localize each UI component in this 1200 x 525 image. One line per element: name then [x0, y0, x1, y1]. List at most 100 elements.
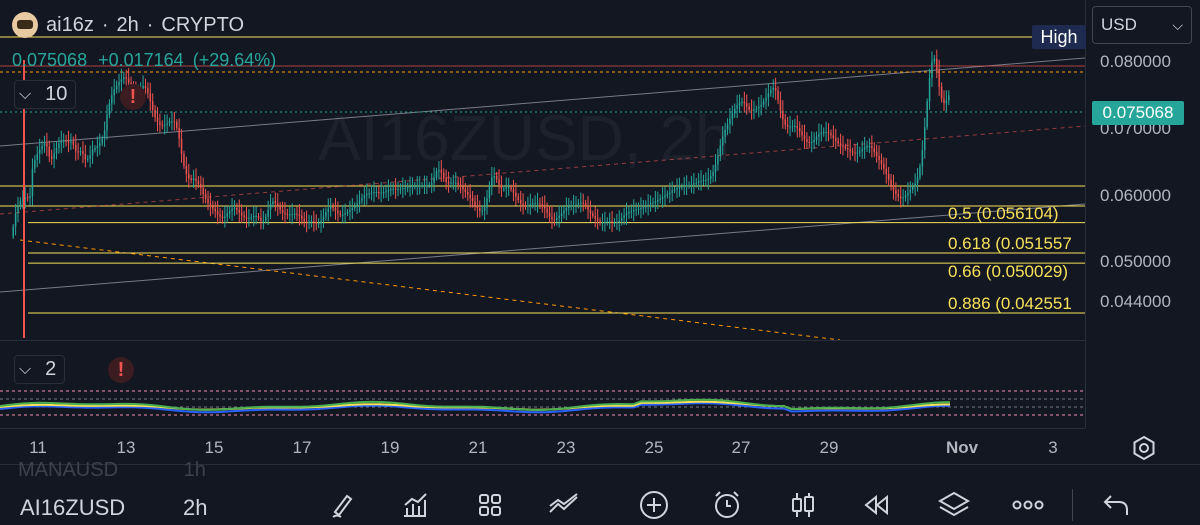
candle-body [264, 216, 267, 221]
candle-body [115, 85, 118, 90]
add-button[interactable] [636, 487, 672, 523]
chart-settings-button[interactable] [1130, 434, 1158, 467]
candle-body [82, 151, 84, 154]
candle-body [409, 186, 411, 188]
replay-button[interactable] [858, 487, 894, 523]
main-chart-pane[interactable]: AI16ZUSD, 2h ai16z · 2h · CRYPTO 0.07506… [0, 0, 1085, 340]
price-tick-label: 0.060000 [1100, 185, 1171, 205]
candle-body [604, 222, 606, 223]
candle-body [421, 185, 423, 187]
candle-body [255, 216, 257, 217]
time-tick-label: 27 [731, 438, 751, 457]
candle-body [260, 218, 262, 221]
more-button[interactable] [1010, 487, 1046, 523]
indicators-toggle[interactable]: ⌵ 10 [14, 80, 77, 109]
candle-body [486, 198, 488, 208]
candle-body [921, 150, 924, 167]
compare-button[interactable] [546, 487, 582, 523]
currency-select[interactable]: USD ⌵ [1092, 6, 1192, 44]
error-alert-icon[interactable]: ! [108, 357, 134, 383]
candle-body [596, 218, 599, 221]
candle-body [753, 110, 755, 111]
chart-type-button[interactable] [785, 487, 821, 523]
layouts-button[interactable] [472, 487, 508, 523]
candle-body [649, 203, 652, 205]
candle-body [467, 192, 469, 195]
candle-body [945, 100, 948, 104]
candle-body [48, 146, 51, 157]
candle-body [392, 188, 394, 190]
candle-body [94, 148, 96, 150]
candle-body [697, 181, 700, 183]
candle-body [926, 101, 928, 128]
high-label: High [1032, 25, 1086, 49]
candle-body [565, 208, 568, 211]
candle-body [450, 182, 452, 184]
candle-body [907, 192, 909, 196]
candle-body [34, 160, 36, 169]
candle-body [207, 198, 209, 204]
candle-body [262, 220, 265, 222]
candle-body [645, 206, 647, 208]
object-tree-button[interactable] [936, 487, 972, 523]
candle-body [29, 196, 31, 198]
time-tick-label: 21 [468, 438, 488, 457]
time-axis[interactable]: 11 13 15 17 19 21 23 25 27 29 Nov 3 [0, 428, 1085, 465]
pen-icon [332, 494, 353, 518]
candle-body [226, 213, 229, 217]
candle-body [154, 110, 156, 118]
symbol-legend[interactable]: ai16z · 2h · CRYPTO [12, 12, 244, 38]
candle-body [168, 121, 171, 124]
candle-body [411, 186, 414, 187]
candle-body [808, 142, 811, 143]
error-alert-icon[interactable]: ! [120, 84, 146, 110]
candle-body [459, 184, 462, 187]
time-tick-label: 15 [204, 438, 224, 457]
oscillator-pane[interactable]: ⌵ 2 ! [0, 340, 1085, 429]
symbol-button[interactable]: AI16ZUSD [20, 495, 126, 520]
candle-body [933, 58, 936, 62]
price-axis[interactable]: 0.080000 0.070000 0.060000 0.050000 0.044000 [1085, 0, 1200, 428]
candle-body [269, 204, 272, 210]
indicators-button[interactable] [397, 487, 433, 523]
time-tick-label: Nov [945, 438, 979, 457]
candle-body [159, 122, 161, 125]
oscillator-toggle[interactable]: ⌵ 2 [14, 355, 66, 384]
candle-body [616, 222, 618, 223]
candle-body [851, 151, 854, 153]
interval-button[interactable]: 2h [183, 495, 208, 520]
candle-body [185, 166, 188, 174]
candle-body [606, 221, 609, 223]
candle-body [363, 195, 366, 198]
candle-body [50, 156, 53, 159]
candle-body [204, 194, 207, 199]
candle-body [560, 213, 563, 216]
candle-body [209, 203, 212, 207]
candle-body [418, 185, 421, 187]
currency-label: USD [1101, 15, 1137, 34]
drawing-tools-button[interactable] [324, 487, 360, 523]
time-tick-label: 17 [292, 438, 312, 457]
candle-body [197, 180, 200, 184]
undo-button[interactable] [1098, 487, 1134, 523]
channel-top-line [0, 57, 1085, 147]
candle-body [777, 90, 779, 100]
candle-body [702, 180, 705, 181]
candle-body [22, 199, 24, 201]
alerts-button[interactable] [709, 487, 745, 523]
candle-body [245, 217, 248, 219]
candle-body [806, 139, 808, 142]
candle-body [661, 197, 664, 199]
candle-body [214, 208, 216, 212]
candle-body [103, 130, 106, 139]
candle-body [546, 208, 548, 213]
candle-body [883, 164, 885, 169]
candle-body [794, 126, 796, 127]
candle-body [635, 209, 637, 211]
price-chart[interactable]: AI16ZUSD, 2h [0, 0, 1085, 340]
fib-level-label: 0.5 (0.056104) [948, 203, 1059, 223]
candle-body [847, 148, 849, 150]
candle-body [628, 212, 630, 214]
candle-body [483, 207, 486, 211]
candle-body [108, 103, 111, 115]
